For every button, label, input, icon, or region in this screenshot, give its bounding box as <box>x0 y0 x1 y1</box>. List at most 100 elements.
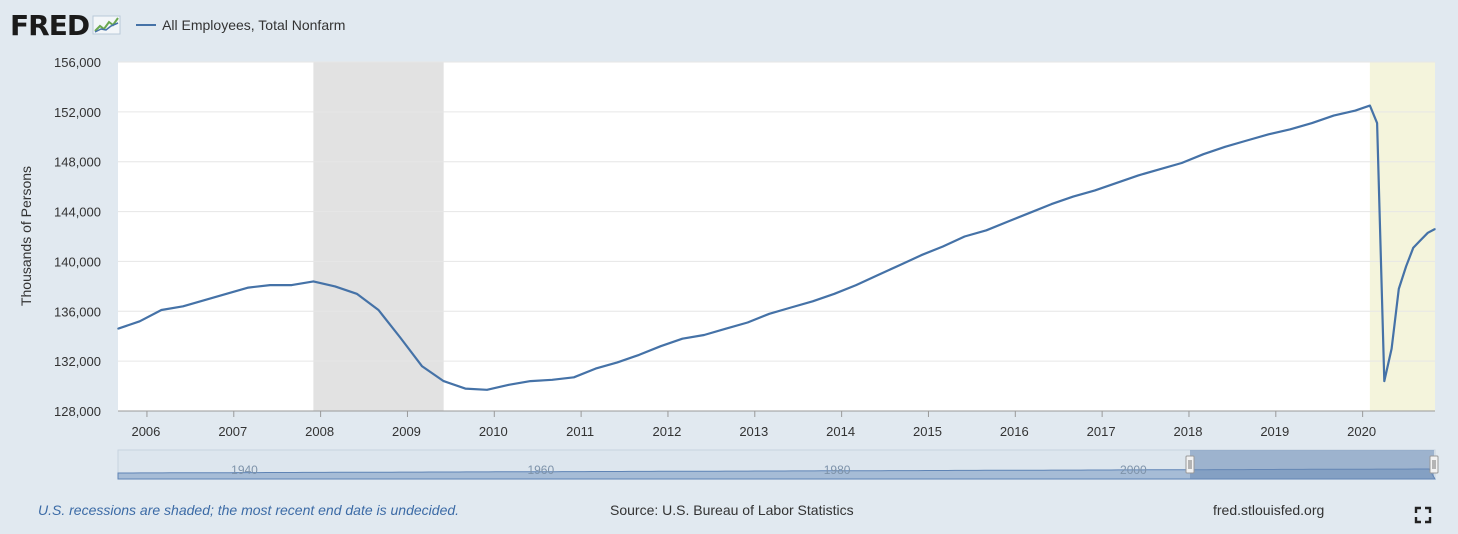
data-point[interactable] <box>573 376 575 379</box>
data-point[interactable] <box>1383 380 1386 382</box>
data-point[interactable] <box>1246 139 1248 142</box>
data-point[interactable] <box>1202 153 1205 156</box>
recession-shade <box>1369 62 1435 411</box>
data-point[interactable] <box>355 293 358 295</box>
y-tick-label: 144,000 <box>54 205 101 220</box>
legend-series-label[interactable]: All Employees, Total Nonfarm <box>162 17 346 33</box>
data-point[interactable] <box>594 367 597 370</box>
data-point[interactable] <box>963 235 966 238</box>
recession-note: U.S. recessions are shaded; the most rec… <box>38 502 460 518</box>
data-point[interactable] <box>399 336 402 339</box>
data-point[interactable] <box>486 389 488 391</box>
site-link[interactable]: fred.stlouisfed.org <box>1213 502 1325 518</box>
data-point[interactable] <box>182 305 184 308</box>
data-point[interactable] <box>703 334 705 336</box>
y-tick-label: 128,000 <box>54 404 101 419</box>
data-point[interactable] <box>985 229 988 232</box>
data-point[interactable] <box>1159 168 1161 170</box>
data-point[interactable] <box>312 280 315 283</box>
data-point[interactable] <box>811 300 814 303</box>
x-tick-label: 2013 <box>739 424 768 439</box>
data-point[interactable] <box>442 380 445 382</box>
data-point[interactable] <box>920 254 923 256</box>
data-point[interactable] <box>334 285 336 288</box>
data-point[interactable] <box>1094 189 1096 192</box>
data-point[interactable] <box>225 293 228 295</box>
data-point[interactable] <box>1267 133 1270 136</box>
data-point[interactable] <box>377 309 380 311</box>
navigator-handle[interactable] <box>1429 455 1439 474</box>
data-point[interactable] <box>1072 195 1074 198</box>
data-point[interactable] <box>464 387 467 390</box>
recession-shade <box>313 62 444 411</box>
navigator-label: 2000 <box>1120 463 1147 477</box>
data-point[interactable] <box>1311 122 1313 124</box>
data-point[interactable] <box>681 337 684 340</box>
x-tick-label: 2008 <box>305 424 334 439</box>
data-point[interactable] <box>1434 228 1436 230</box>
data-point[interactable] <box>855 284 857 286</box>
data-point[interactable] <box>659 345 662 347</box>
source-text: Source: U.S. Bureau of Labor Statistics <box>610 502 854 518</box>
data-point[interactable] <box>1376 122 1378 124</box>
data-point[interactable] <box>877 274 879 276</box>
data-point[interactable] <box>290 284 293 286</box>
data-point[interactable] <box>1354 109 1357 112</box>
fullscreen-icon[interactable] <box>1414 506 1432 524</box>
data-point[interactable] <box>1412 246 1415 249</box>
data-point[interactable] <box>117 327 119 330</box>
data-point[interactable] <box>1332 114 1335 117</box>
data-point[interactable] <box>160 309 163 311</box>
legend-line-swatch <box>136 24 157 26</box>
data-point[interactable] <box>898 264 901 266</box>
x-tick-label: 2012 <box>652 424 681 439</box>
y-tick-label: 156,000 <box>54 55 101 70</box>
data-point[interactable] <box>1115 182 1118 184</box>
data-point[interactable] <box>746 321 749 324</box>
navigator-selection[interactable] <box>1190 450 1434 479</box>
data-point[interactable] <box>725 327 727 330</box>
data-point[interactable] <box>1405 265 1407 268</box>
data-point[interactable] <box>269 284 271 286</box>
x-tick-label: 2009 <box>392 424 421 439</box>
navigator-handle[interactable] <box>1185 455 1195 474</box>
data-point[interactable] <box>1007 220 1009 223</box>
legend: All Employees, Total Nonfarm <box>136 17 345 33</box>
data-point[interactable] <box>833 293 836 295</box>
data-point[interactable] <box>942 245 944 248</box>
data-point[interactable] <box>768 312 771 315</box>
data-point[interactable] <box>638 354 640 356</box>
data-point[interactable] <box>529 380 532 382</box>
data-point[interactable] <box>1426 231 1429 234</box>
data-point[interactable] <box>204 299 206 301</box>
navigator-series <box>117 468 1436 480</box>
data-point[interactable] <box>1369 104 1371 107</box>
series-line[interactable] <box>117 104 1436 391</box>
data-point[interactable] <box>1398 288 1400 290</box>
data-point[interactable] <box>790 306 792 309</box>
data-point[interactable] <box>247 286 250 289</box>
data-point[interactable] <box>1050 203 1053 205</box>
data-point[interactable] <box>1289 128 1292 131</box>
data-point[interactable] <box>1224 145 1226 148</box>
y-tick-label: 136,000 <box>54 304 101 319</box>
data-point[interactable] <box>421 365 423 367</box>
x-tick-label: 2018 <box>1174 424 1203 439</box>
fred-logo[interactable]: FRED <box>10 9 122 42</box>
data-point[interactable] <box>1137 174 1140 177</box>
data-point[interactable] <box>1180 162 1183 164</box>
data-point[interactable] <box>1419 239 1422 242</box>
data-point[interactable] <box>551 379 553 381</box>
data-point[interactable] <box>1390 347 1393 350</box>
y-tick-label: 140,000 <box>54 254 101 269</box>
y-axis-label: Thousands of Persons <box>18 166 34 306</box>
data-point[interactable] <box>507 384 510 386</box>
y-tick-label: 132,000 <box>54 354 101 369</box>
data-point[interactable] <box>1361 107 1364 109</box>
data-point[interactable] <box>616 361 619 364</box>
data-point[interactable] <box>138 320 141 323</box>
x-tick-label: 2017 <box>1087 424 1116 439</box>
y-tick-label: 152,000 <box>54 105 101 120</box>
data-point[interactable] <box>1028 212 1031 214</box>
navigator-track[interactable] <box>117 449 1436 480</box>
